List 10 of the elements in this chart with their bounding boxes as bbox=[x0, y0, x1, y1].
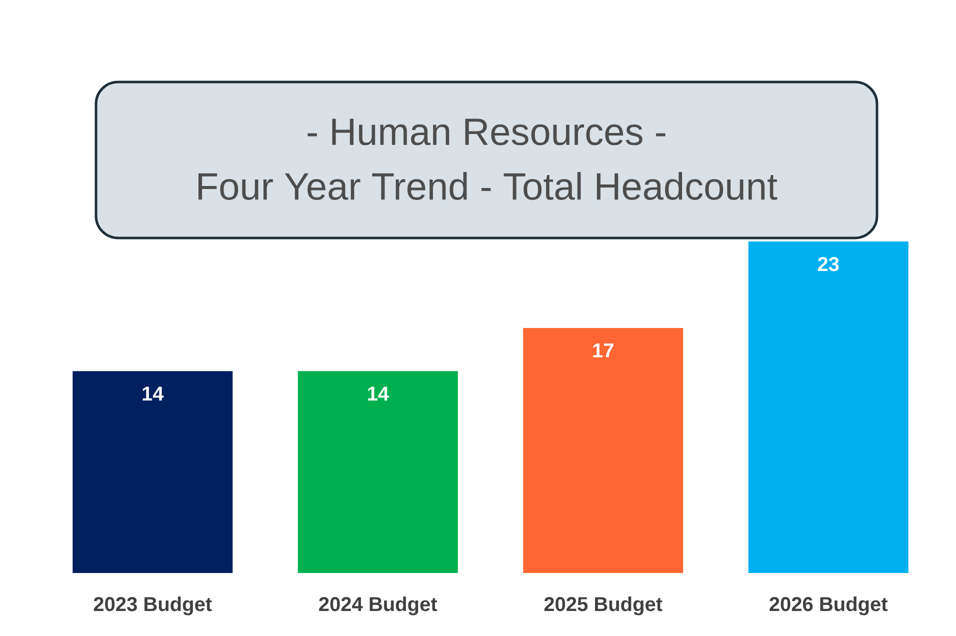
x-tick-label: 2023 Budget bbox=[94, 596, 212, 616]
x-tick-label: 2024 Budget bbox=[319, 596, 438, 616]
chart-title: - Human Resources - bbox=[308, 118, 666, 146]
data-label: 23 bbox=[818, 256, 839, 272]
data-label: 14 bbox=[142, 386, 164, 400]
x-tick-label: 2025 Budget bbox=[544, 596, 662, 616]
data-label: 17 bbox=[593, 343, 614, 358]
chart-subtitle: Four Year Trend - Total Headcount bbox=[198, 172, 778, 200]
data-label: 14 bbox=[368, 386, 389, 400]
x-tick-label: 2026 Budget bbox=[770, 596, 888, 616]
